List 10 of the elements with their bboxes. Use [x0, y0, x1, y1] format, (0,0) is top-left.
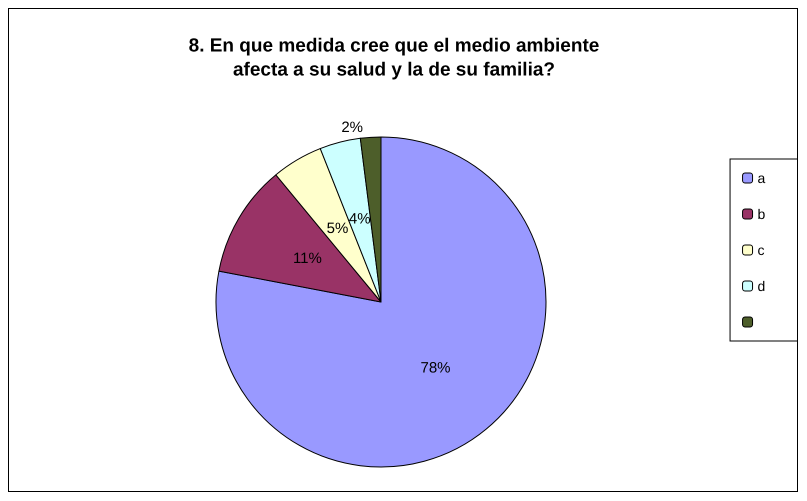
legend-label: b: [758, 206, 766, 222]
legend-label: d: [758, 278, 766, 294]
data-label: 11%: [292, 250, 322, 267]
data-label: 78%: [420, 359, 451, 376]
legend-label: c: [758, 242, 765, 258]
data-label: 4%: [348, 210, 371, 228]
chart-title: 8. En que medida cree que el medio ambiente afecta a su salud y la de su familia?: [188, 36, 600, 80]
legend-label: a: [758, 170, 766, 186]
data-label: 2%: [341, 118, 364, 136]
data-label: 5%: [326, 220, 348, 237]
